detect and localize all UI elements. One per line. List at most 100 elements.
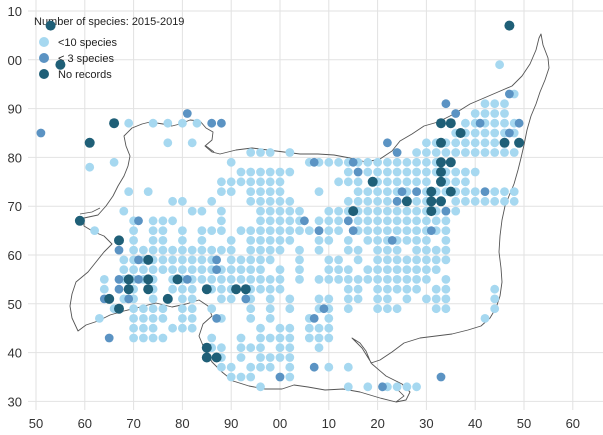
record-point xyxy=(90,226,99,236)
record-point xyxy=(436,167,446,177)
record-point xyxy=(324,157,334,167)
record-point xyxy=(363,196,373,206)
record-point xyxy=(324,216,334,226)
record-point xyxy=(217,216,226,226)
record-point xyxy=(314,236,324,245)
record-point xyxy=(119,255,129,265)
record-point xyxy=(353,177,363,187)
record-point xyxy=(451,196,461,206)
record-point xyxy=(114,284,124,294)
record-point xyxy=(231,284,242,295)
record-point xyxy=(402,157,412,167)
record-point xyxy=(373,196,382,206)
record-point xyxy=(422,216,431,226)
record-point xyxy=(431,255,441,265)
record-point xyxy=(256,187,265,197)
y-tick-label: 50 xyxy=(8,297,22,312)
record-point xyxy=(490,109,500,118)
record-point xyxy=(436,176,446,187)
record-point xyxy=(265,245,275,255)
record-point xyxy=(187,284,197,294)
record-point xyxy=(324,265,334,274)
record-point xyxy=(236,226,246,236)
record-point xyxy=(461,167,470,177)
record-point xyxy=(334,265,343,274)
record-point xyxy=(480,138,490,148)
record-point xyxy=(412,177,421,187)
record-point xyxy=(436,137,446,148)
record-point xyxy=(353,196,363,206)
record-point xyxy=(265,362,275,372)
record-point xyxy=(256,177,265,187)
record-point xyxy=(383,284,392,294)
record-point xyxy=(143,284,154,295)
record-point xyxy=(99,284,109,294)
record-point xyxy=(285,216,295,226)
record-point xyxy=(148,333,158,343)
record-point xyxy=(275,236,285,245)
x-tick-label: 50 xyxy=(517,416,531,431)
record-point xyxy=(304,333,314,343)
record-point xyxy=(295,245,304,255)
record-point xyxy=(265,284,275,294)
record-point xyxy=(295,206,304,216)
record-point xyxy=(505,128,514,138)
record-point xyxy=(324,323,334,333)
record-point xyxy=(426,196,437,207)
y-axis-ticks: 10 00 90 80 70 60 50 40 30 xyxy=(8,4,22,409)
record-point xyxy=(187,255,197,265)
record-point xyxy=(304,226,314,236)
record-point xyxy=(422,177,431,187)
record-point xyxy=(246,304,256,314)
record-point xyxy=(436,157,446,168)
record-point xyxy=(422,275,431,284)
record-point xyxy=(256,196,265,206)
record-point xyxy=(514,137,525,148)
record-point xyxy=(148,304,158,314)
record-point xyxy=(387,236,397,245)
record-point xyxy=(158,304,168,314)
record-point xyxy=(119,265,129,274)
record-point xyxy=(309,157,319,167)
record-point xyxy=(383,206,392,216)
record-point xyxy=(256,343,265,353)
record-point xyxy=(226,275,236,284)
record-point xyxy=(363,236,373,245)
record-point xyxy=(334,206,343,216)
record-point xyxy=(207,304,217,314)
record-point xyxy=(441,226,451,236)
record-point xyxy=(455,128,466,138)
x-axis-ticks: 50 60 70 80 90 00 10 20 30 40 50 60 xyxy=(29,416,580,431)
record-point xyxy=(236,372,246,382)
x-tick-label: 80 xyxy=(175,416,189,431)
record-point xyxy=(201,352,212,363)
record-point xyxy=(256,226,265,236)
record-point xyxy=(275,372,285,382)
record-point xyxy=(158,245,168,255)
record-point xyxy=(168,265,178,274)
record-point xyxy=(480,148,490,157)
record-point xyxy=(314,333,324,343)
record-point xyxy=(353,216,363,226)
record-point xyxy=(402,284,412,294)
record-point xyxy=(480,128,490,138)
record-point xyxy=(480,314,490,323)
record-point xyxy=(412,275,421,284)
record-point xyxy=(275,226,285,236)
record-point xyxy=(256,206,265,216)
record-point xyxy=(285,333,295,343)
record-point xyxy=(353,245,363,255)
record-point xyxy=(217,294,226,304)
record-point xyxy=(470,187,480,197)
record-point xyxy=(412,245,421,255)
record-point xyxy=(217,206,226,216)
record-point xyxy=(490,294,500,304)
record-point xyxy=(363,275,373,284)
record-point xyxy=(275,323,285,333)
record-point xyxy=(314,343,324,353)
record-point xyxy=(256,382,265,392)
record-point xyxy=(187,323,197,333)
record-point xyxy=(201,284,212,295)
record-point xyxy=(300,216,309,226)
